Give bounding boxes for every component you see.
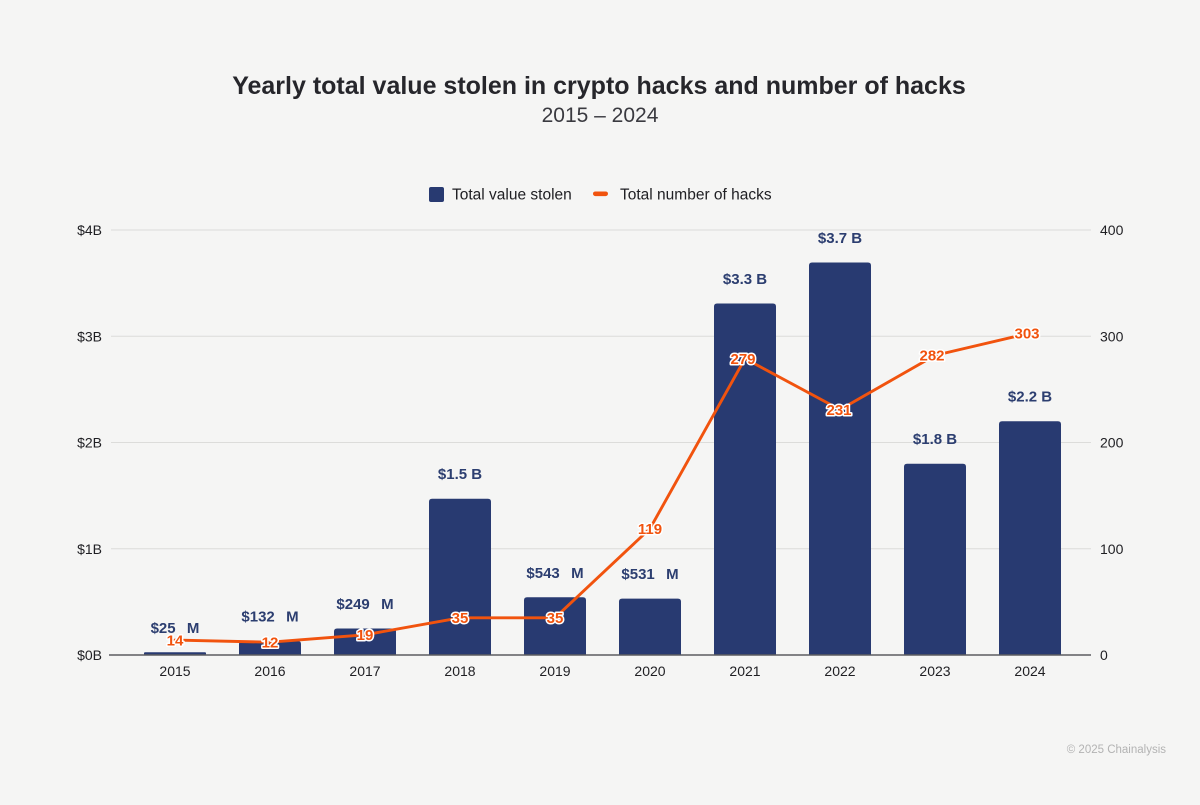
svg-text:$25 M: $25 M — [151, 620, 200, 637]
svg-text:$0B: $0B — [77, 647, 102, 663]
svg-text:200: 200 — [1100, 435, 1124, 451]
svg-text:2020: 2020 — [634, 663, 665, 679]
svg-text:2024: 2024 — [1014, 663, 1045, 679]
svg-text:© 2025 Chainalysis: © 2025 Chainalysis — [1067, 744, 1166, 756]
svg-text:282: 282 — [919, 348, 944, 365]
svg-text:2015 – 2024: 2015 – 2024 — [542, 104, 659, 127]
svg-text:$1.5 B: $1.5 B — [438, 466, 482, 483]
svg-text:2017: 2017 — [349, 663, 380, 679]
svg-text:$4B: $4B — [77, 222, 102, 238]
svg-text:231: 231 — [826, 402, 851, 419]
svg-text:2022: 2022 — [824, 663, 855, 679]
svg-text:2023: 2023 — [919, 663, 950, 679]
svg-text:Total number of hacks: Total number of hacks — [620, 187, 772, 204]
svg-text:2016: 2016 — [254, 663, 285, 679]
svg-text:12: 12 — [262, 634, 279, 651]
svg-text:300: 300 — [1100, 328, 1124, 344]
svg-text:$2B: $2B — [77, 435, 102, 451]
svg-text:400: 400 — [1100, 222, 1124, 238]
svg-text:303: 303 — [1014, 326, 1039, 343]
svg-text:2019: 2019 — [539, 663, 570, 679]
svg-text:35: 35 — [452, 610, 469, 627]
svg-text:$1B: $1B — [77, 541, 102, 557]
svg-text:$249 M: $249 M — [336, 596, 393, 613]
svg-text:$132 M: $132 M — [241, 609, 298, 626]
svg-text:$3B: $3B — [77, 328, 102, 344]
svg-text:2021: 2021 — [729, 663, 760, 679]
svg-text:0: 0 — [1100, 647, 1108, 663]
svg-text:Yearly total value stolen in c: Yearly total value stolen in crypto hack… — [232, 72, 966, 100]
svg-text:100: 100 — [1100, 541, 1124, 557]
svg-text:$3.7 B: $3.7 B — [818, 230, 862, 247]
svg-text:2015: 2015 — [159, 663, 190, 679]
svg-text:119: 119 — [638, 521, 662, 538]
svg-text:$543 M: $543 M — [526, 565, 583, 582]
svg-text:279: 279 — [730, 351, 755, 368]
svg-text:$2.2 B: $2.2 B — [1008, 389, 1052, 406]
svg-text:$531 M: $531 M — [621, 566, 678, 583]
svg-text:2018: 2018 — [444, 663, 475, 679]
svg-text:$1.8 B: $1.8 B — [913, 431, 957, 448]
svg-text:$3.3 B: $3.3 B — [723, 271, 767, 288]
svg-text:35: 35 — [547, 610, 564, 627]
svg-text:14: 14 — [167, 632, 184, 649]
svg-text:19: 19 — [357, 627, 374, 644]
svg-text:Total value stolen: Total value stolen — [452, 187, 572, 204]
